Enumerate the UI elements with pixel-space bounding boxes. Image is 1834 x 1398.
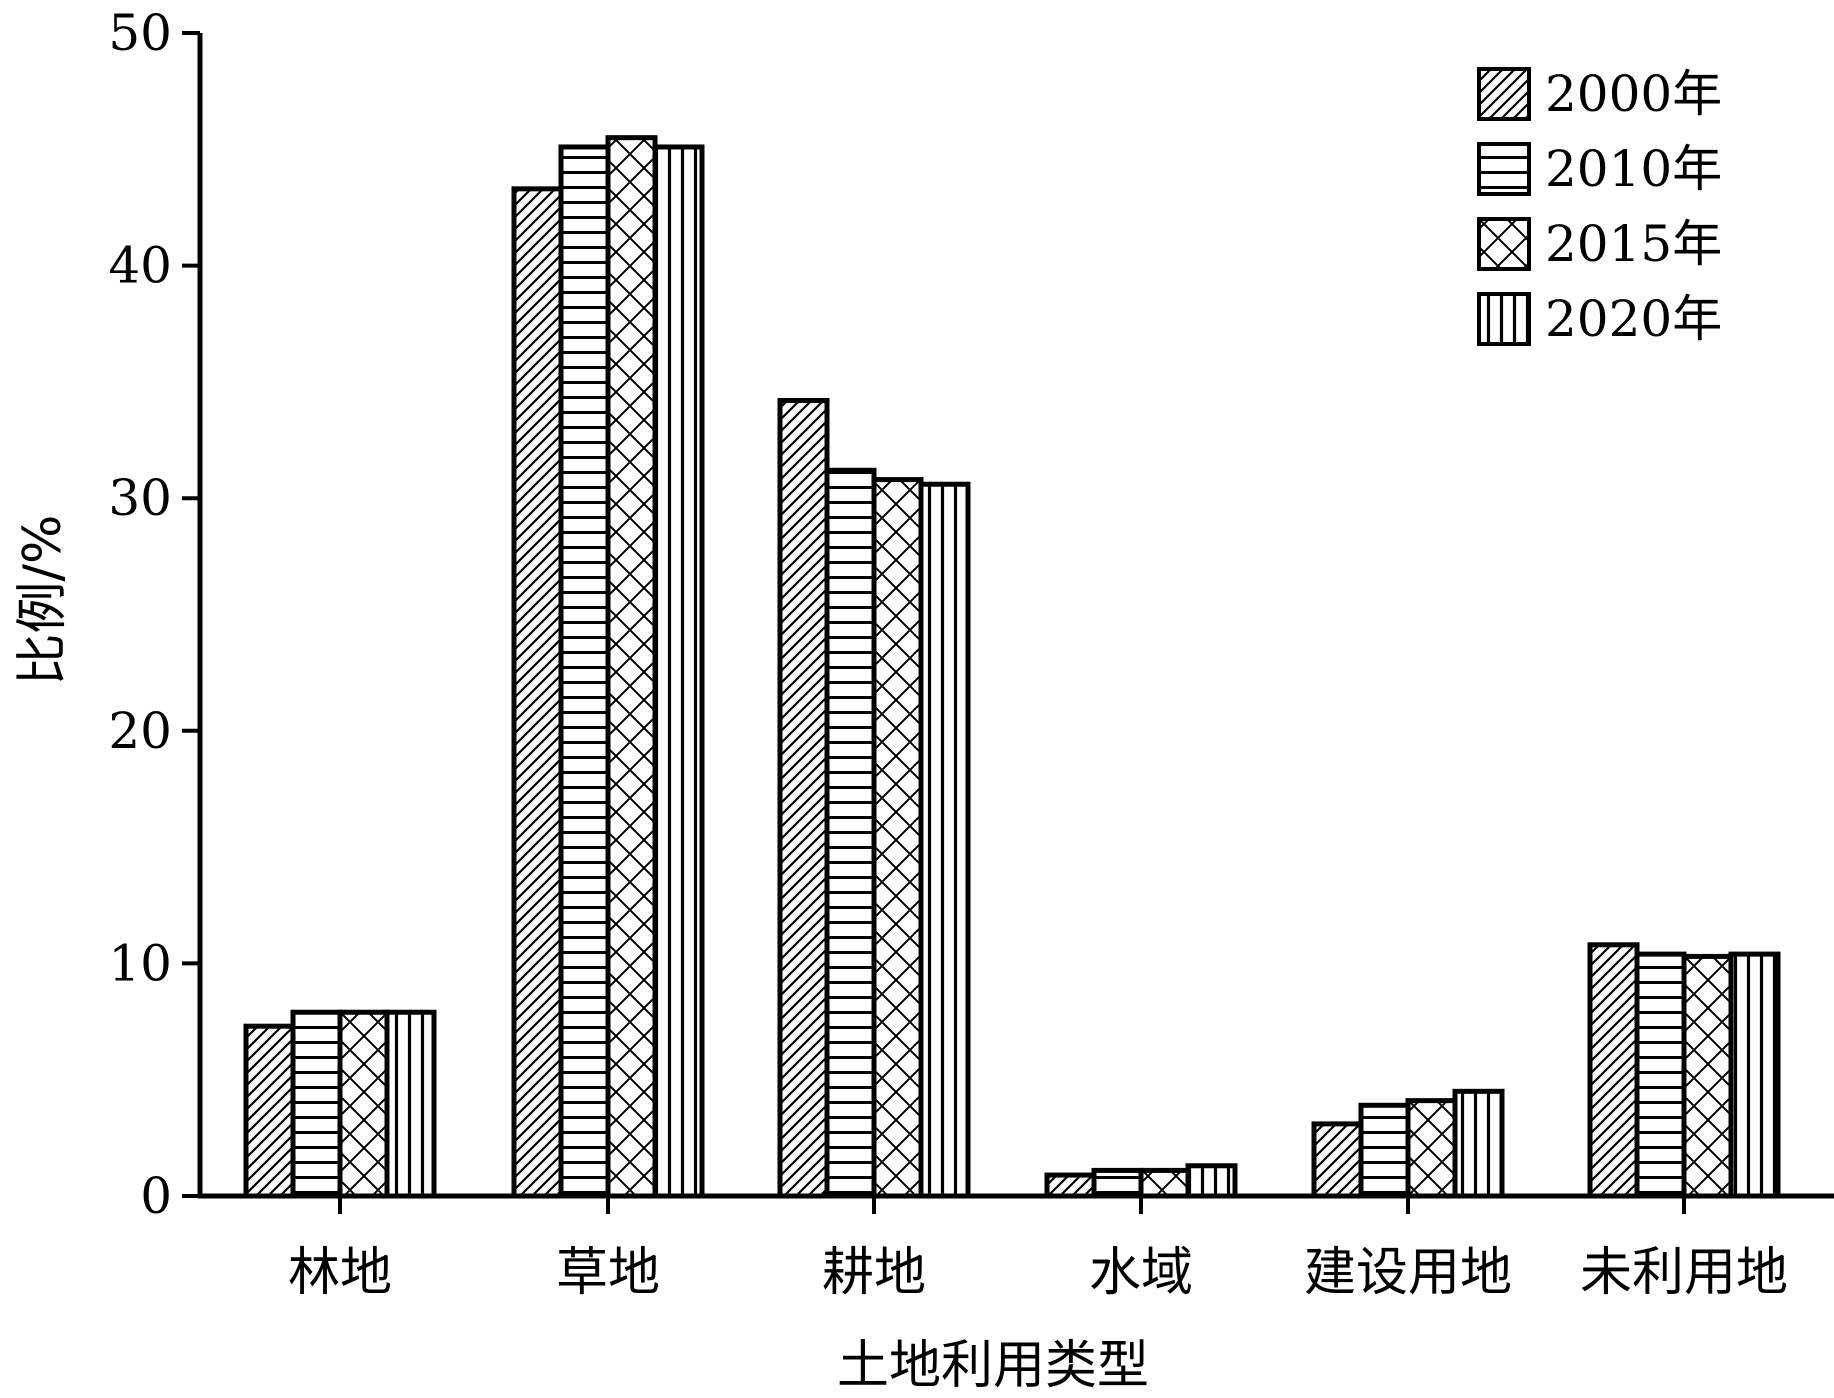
bar: [1634, 951, 1687, 1199]
legend-item: 2020年: [1477, 290, 1722, 348]
legend-label: 2015年: [1545, 215, 1722, 273]
bar-group: [777, 398, 971, 1199]
y-tick-label: 0: [140, 1167, 172, 1225]
legend-label: 2020年: [1545, 290, 1722, 348]
x-tick-label: 未利用地: [1580, 1243, 1788, 1303]
x-tick-label: 林地: [288, 1243, 392, 1303]
legend-label: 2010年: [1545, 140, 1722, 198]
legend-label: 2000年: [1545, 65, 1722, 123]
bar: [1138, 1167, 1191, 1199]
y-tick-label: 40: [108, 237, 172, 295]
bar: [777, 398, 830, 1199]
bar-group: [243, 1009, 437, 1199]
x-tick-label: 建设用地: [1304, 1243, 1512, 1303]
bar-group: [511, 135, 705, 1199]
bar: [652, 144, 705, 1199]
legend-swatch: [1477, 142, 1531, 196]
x-tick-label: 草地: [556, 1243, 660, 1303]
legend-item: 2010年: [1477, 140, 1722, 198]
y-tick-label: 50: [108, 4, 172, 62]
bar: [1358, 1102, 1411, 1199]
bar: [871, 477, 924, 1199]
bar-group: [1311, 1088, 1505, 1199]
bar: [290, 1009, 343, 1199]
bar: [1681, 953, 1734, 1199]
x-axis-title: 土地利用类型: [837, 1336, 1149, 1396]
bar-group: [1587, 942, 1781, 1199]
x-ticks: 林地 草地 耕地 水域 建设用地 未利用地: [288, 1196, 1788, 1303]
y-ticks: 0 10 20 30 40 50: [108, 4, 200, 1225]
bar: [1728, 951, 1781, 1199]
legend-swatch: [1477, 67, 1531, 121]
bar: [1405, 1098, 1458, 1199]
legend-swatch: [1477, 217, 1531, 271]
bar: [1044, 1172, 1097, 1199]
bar: [605, 135, 658, 1199]
bar: [824, 467, 877, 1199]
y-tick-label: 30: [108, 469, 172, 527]
bar: [511, 186, 564, 1199]
bar: [918, 481, 971, 1199]
bar: [1185, 1163, 1238, 1199]
axes: [197, 33, 1834, 1199]
legend-item: 2015年: [1477, 215, 1722, 273]
bar: [384, 1009, 437, 1199]
legend-item: 2000年: [1477, 65, 1722, 123]
bar: [1091, 1167, 1144, 1199]
bar: [1587, 942, 1640, 1199]
legend-swatch: [1477, 292, 1531, 346]
bar: [1311, 1121, 1364, 1199]
y-axis-title: 比例/%: [13, 515, 73, 686]
bar: [337, 1009, 390, 1199]
bar: [243, 1023, 296, 1199]
bar-group: [1044, 1163, 1238, 1199]
y-tick-label: 20: [108, 702, 172, 760]
x-tick-label: 耕地: [822, 1243, 926, 1303]
legend: 2000年 2010年 2015年 2020年: [1477, 65, 1722, 348]
x-tick-label: 水域: [1089, 1243, 1193, 1303]
y-tick-label: 10: [108, 934, 172, 992]
bar: [558, 144, 611, 1199]
bar: [1452, 1088, 1505, 1199]
